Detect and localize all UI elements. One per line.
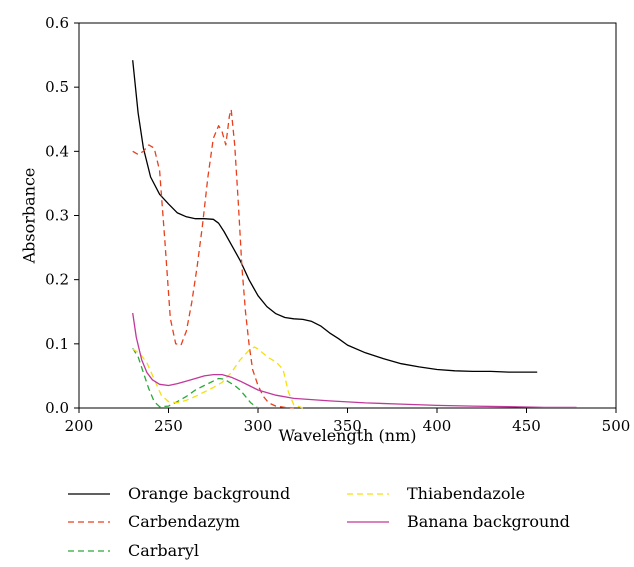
y-tick-label: 0.2 — [45, 271, 69, 289]
legend-label-orange-background: Orange background — [128, 484, 290, 503]
x-tick-label: 250 — [154, 417, 183, 435]
legend-label-thiabendazole: Thiabendazole — [407, 484, 525, 503]
y-tick-label: 0.3 — [45, 207, 69, 225]
legend: Orange background Carbendazym Carbaryl Thia… — [68, 484, 570, 560]
x-tick-label: 500 — [602, 417, 631, 435]
x-tick-label: 300 — [244, 417, 273, 435]
legend-label-banana-background: Banana background — [407, 512, 570, 531]
y-tick-label: 0.6 — [45, 14, 69, 32]
plot-border — [78, 22, 617, 409]
y-tick-label: 0.4 — [45, 142, 69, 160]
y-axis: 0.0 0.1 0.2 0.3 0.4 0.5 0.6 — [45, 14, 79, 417]
y-tick-label: 0.5 — [45, 78, 69, 96]
y-tick-label: 0.1 — [45, 335, 69, 353]
series-line-orange-background — [132, 60, 538, 373]
x-tick-label: 200 — [65, 417, 94, 435]
series-line-thiabendazole — [132, 346, 304, 409]
x-axis-title: Wavelength (nm) — [278, 426, 416, 445]
x-tick-label: 450 — [512, 417, 541, 435]
legend-label-carbaryl: Carbaryl — [128, 541, 199, 560]
x-tick-label: 350 — [333, 417, 362, 435]
legend-label-carbendazym: Carbendazym — [128, 512, 240, 531]
y-axis-title: Absorbance — [20, 168, 39, 265]
x-axis: 200 250 300 350 400 450 500 — [65, 408, 631, 435]
y-tick-label: 0.0 — [45, 399, 69, 417]
series-line-carbaryl — [132, 347, 259, 409]
series-line-carbendazym — [132, 108, 294, 409]
plot-frame — [78, 22, 617, 409]
series-lines — [132, 60, 577, 409]
series-line-banana-background — [132, 312, 577, 409]
x-tick-label: 400 — [423, 417, 452, 435]
